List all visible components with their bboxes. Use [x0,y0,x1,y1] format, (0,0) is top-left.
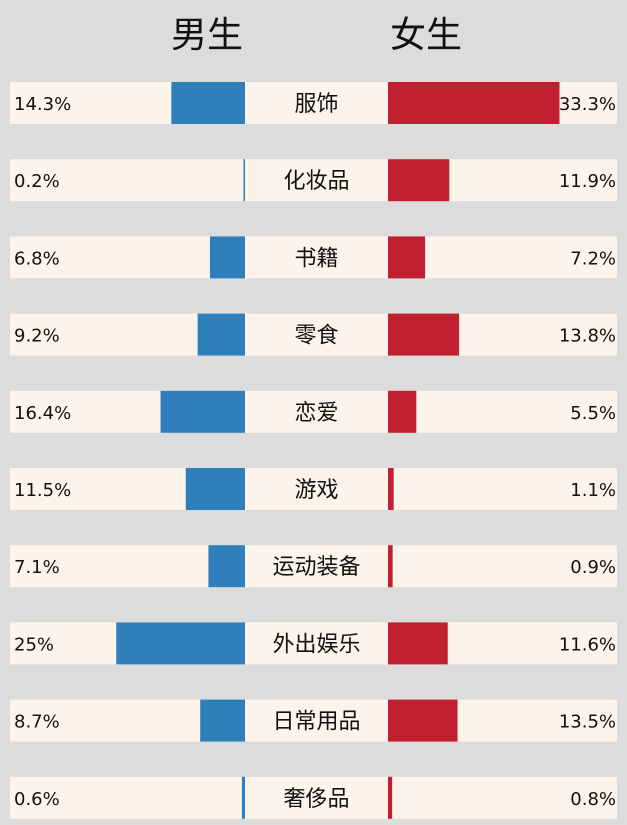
bar-male [160,390,245,433]
bar-female [388,468,394,510]
data-label-female: 5.5% [570,403,616,424]
bar-female [388,236,426,279]
data-label-female: 11.6% [559,634,616,655]
category-label: 游戏 [294,478,338,503]
data-label-female: 0.8% [570,789,616,810]
data-label-male: 9.2% [14,326,60,347]
category-label: 外出娱乐 [272,632,360,657]
bar-male [171,82,245,124]
data-label-male: 7.1% [14,557,60,578]
row-background [10,313,617,356]
bar-female [388,545,393,588]
row-background [10,545,617,588]
row-background [10,159,617,202]
bar-male [241,776,245,819]
data-label-male: 6.8% [14,248,60,269]
data-label-female: 13.5% [559,712,616,733]
data-label-male: 11.5% [14,480,71,501]
data-label-male: 14.3% [14,94,71,115]
data-label-male: 16.4% [14,403,71,424]
bar-male [116,622,245,665]
category-label: 化妆品 [283,169,349,194]
row-background [10,776,617,819]
data-label-male: 0.6% [14,789,60,810]
bar-male [200,699,245,742]
category-label: 运动装备 [272,555,360,580]
bar-female [388,159,450,202]
data-label-female: 0.9% [570,557,616,578]
bar-female [388,390,417,433]
category-label: 奢侈品 [283,787,349,812]
bar-female [388,776,393,819]
data-label-female: 33.3% [559,94,616,115]
data-label-female: 7.2% [570,248,616,269]
bar-male [243,159,245,202]
data-label-female: 1.1% [570,480,616,501]
bar-female [388,622,448,665]
data-label-female: 13.8% [559,326,616,347]
data-label-male: 25% [14,634,54,655]
row-background [10,468,617,510]
bar-male [185,468,245,510]
category-label: 书籍 [294,246,338,271]
category-label: 日常用品 [272,710,360,735]
row-background [10,236,617,279]
data-label-male: 8.7% [14,712,60,733]
category-label: 服饰 [294,92,338,117]
data-label-male: 0.2% [14,171,60,192]
bar-male [209,236,245,279]
bar-male [197,313,245,356]
bar-female [388,699,458,742]
row-background [10,699,617,742]
legend-male: 男生 [171,15,243,56]
row-background [10,390,617,433]
category-label: 零食 [294,324,338,349]
category-label: 恋爱 [294,401,338,426]
bar-male [208,545,245,588]
data-label-female: 11.9% [559,171,616,192]
legend-female: 女生 [390,15,462,56]
row-background [10,622,617,665]
bar-female [388,82,560,124]
bar-female [388,313,460,356]
